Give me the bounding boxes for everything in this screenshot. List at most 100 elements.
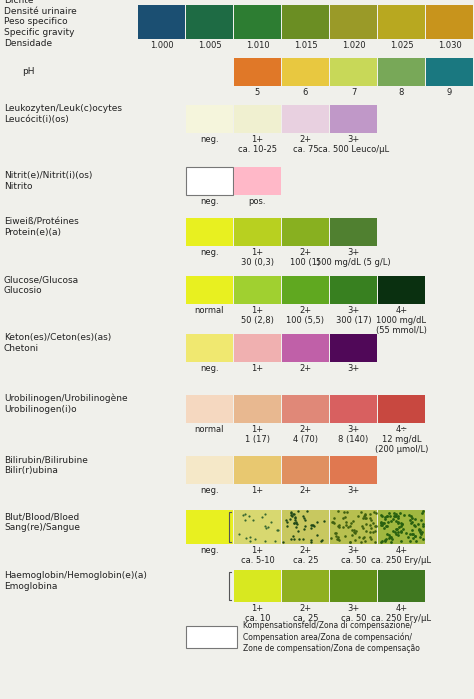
Bar xyxy=(282,395,329,423)
Point xyxy=(287,506,295,517)
Point xyxy=(303,505,311,517)
Point xyxy=(392,524,400,535)
Bar xyxy=(330,5,377,39)
Text: 4+
ca. 250 Ery/µL: 4+ ca. 250 Ery/µL xyxy=(372,546,431,565)
Text: 1+
30 (0,3): 1+ 30 (0,3) xyxy=(241,248,274,267)
Point xyxy=(366,526,374,538)
Point xyxy=(300,533,307,545)
Text: pos.: pos. xyxy=(249,197,266,206)
Point xyxy=(390,507,398,519)
Text: neg.: neg. xyxy=(200,486,219,495)
Text: 1+: 1+ xyxy=(251,486,264,495)
Text: 1.015: 1.015 xyxy=(294,41,317,50)
Point xyxy=(362,509,369,520)
Point xyxy=(394,512,401,524)
Text: neg.: neg. xyxy=(200,546,219,555)
Point xyxy=(372,507,380,519)
Text: 4÷
12 mg/dL
(200 µmol/L): 4÷ 12 mg/dL (200 µmol/L) xyxy=(375,425,428,454)
Bar xyxy=(282,456,329,484)
Text: Leukozyten/Leuk(c)ocytes
Leucócit(i)(os): Leukozyten/Leuk(c)ocytes Leucócit(i)(os) xyxy=(4,104,122,124)
Point xyxy=(372,521,380,532)
Point xyxy=(409,516,416,527)
Point xyxy=(318,535,326,546)
Bar xyxy=(330,58,377,86)
Point xyxy=(291,511,298,522)
Point xyxy=(346,520,354,531)
Text: pH: pH xyxy=(22,68,35,76)
Point xyxy=(385,533,392,544)
Bar xyxy=(282,5,329,39)
Point xyxy=(301,514,309,526)
Point xyxy=(418,507,426,519)
Point xyxy=(354,511,362,522)
Point xyxy=(414,518,422,529)
Text: 1+: 1+ xyxy=(251,364,264,373)
Point xyxy=(398,518,406,529)
Text: 6: 6 xyxy=(303,88,308,97)
Point xyxy=(283,521,291,532)
Point xyxy=(335,506,342,517)
Point xyxy=(294,505,302,517)
Point xyxy=(369,526,377,538)
Point xyxy=(335,521,342,533)
Point xyxy=(357,506,365,517)
Point xyxy=(330,517,337,528)
Point xyxy=(341,531,348,542)
Bar xyxy=(186,626,237,648)
Point xyxy=(383,510,391,521)
Point xyxy=(396,507,403,519)
Point xyxy=(317,535,325,547)
Point xyxy=(382,535,389,546)
Point xyxy=(407,528,414,540)
Point xyxy=(307,522,315,533)
Text: 2+: 2+ xyxy=(300,364,311,373)
Point xyxy=(406,514,413,526)
Point xyxy=(350,526,357,537)
Point xyxy=(361,508,369,519)
Point xyxy=(283,514,290,526)
Point xyxy=(258,512,266,523)
Point xyxy=(289,508,296,519)
Point xyxy=(349,515,357,526)
Text: Blut/Blood/Bloed
Sang(re)/Sangue: Blut/Blood/Bloed Sang(re)/Sangue xyxy=(4,512,80,532)
Text: 2+: 2+ xyxy=(300,486,311,495)
Point xyxy=(241,514,249,526)
Point xyxy=(377,517,385,528)
Point xyxy=(241,508,249,519)
Point xyxy=(359,522,366,533)
Bar xyxy=(330,570,377,602)
Text: Eiweiß/Protéines
Protein(e)(a): Eiweiß/Protéines Protein(e)(a) xyxy=(4,217,79,237)
Point xyxy=(346,537,354,548)
Text: 2+
ca. 25: 2+ ca. 25 xyxy=(293,604,318,623)
Text: 1+
ca. 10: 1+ ca. 10 xyxy=(245,604,270,623)
Point xyxy=(397,518,405,529)
Bar xyxy=(186,456,233,484)
Text: 3+
ca. 500 Leuco/µL: 3+ ca. 500 Leuco/µL xyxy=(318,135,389,154)
Point xyxy=(283,517,291,528)
Point xyxy=(367,532,374,543)
Point xyxy=(366,519,374,531)
Point xyxy=(417,515,425,526)
Point xyxy=(409,533,417,544)
Point xyxy=(415,524,423,535)
Bar xyxy=(234,510,281,544)
Point xyxy=(236,528,243,540)
Point xyxy=(394,526,402,538)
Point xyxy=(339,521,346,533)
Bar xyxy=(282,105,329,133)
Text: 3+
8 (140): 3+ 8 (140) xyxy=(338,425,369,444)
Point xyxy=(308,519,315,530)
Text: neg.: neg. xyxy=(200,248,219,257)
Point xyxy=(397,526,405,537)
Text: 2+
ca. 75: 2+ ca. 75 xyxy=(292,135,319,154)
Point xyxy=(388,531,395,542)
Point xyxy=(363,525,370,536)
Point xyxy=(362,512,369,524)
Point xyxy=(416,525,423,536)
Point xyxy=(377,510,384,521)
Point xyxy=(251,533,259,544)
Point xyxy=(381,518,388,529)
Point xyxy=(370,517,377,528)
Point xyxy=(418,528,425,539)
Text: neg.: neg. xyxy=(200,364,219,373)
